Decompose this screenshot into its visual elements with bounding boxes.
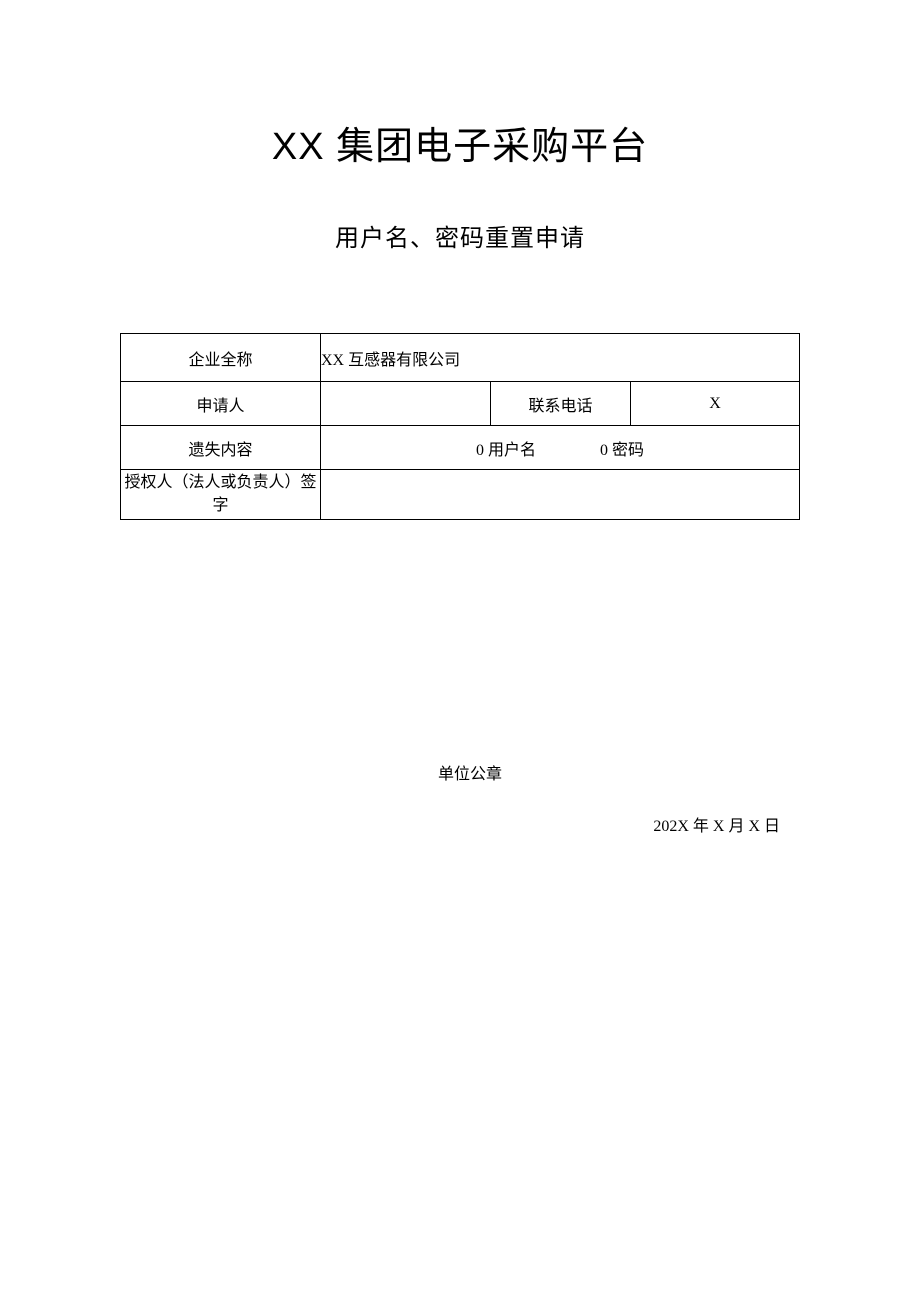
phone-value: X: [631, 382, 800, 426]
company-name-label: 企业全称: [121, 334, 321, 382]
table-row-signature: 授权人（法人或负责人）签字: [121, 470, 800, 520]
table-row-company: 企业全称 XX 互感器有限公司: [121, 334, 800, 382]
company-name-value: XX 互感器有限公司: [321, 334, 800, 382]
stamp-label: 单位公章: [140, 760, 800, 784]
applicant-label: 申请人: [121, 382, 321, 426]
application-form-table: 企业全称 XX 互感器有限公司 申请人 联系电话 X 遗失内容 0 用户名 0 …: [120, 333, 800, 520]
main-title: XX 集团电子采购平台: [120, 115, 800, 170]
lost-content-label: 遗失内容: [121, 426, 321, 470]
table-row-applicant: 申请人 联系电话 X: [121, 382, 800, 426]
applicant-value: [321, 382, 491, 426]
table-row-lost-content: 遗失内容 0 用户名 0 密码: [121, 426, 800, 470]
signature-label: 授权人（法人或负责人）签字: [121, 470, 321, 520]
lost-option-password: 0 密码: [600, 436, 644, 460]
phone-label: 联系电话: [491, 382, 631, 426]
lost-content-options: 0 用户名 0 密码: [321, 426, 800, 470]
page-container: XX 集团电子采购平台 用户名、密码重置申请 企业全称 XX 互感器有限公司 申…: [0, 0, 920, 836]
stamp-section: 单位公章 202X 年 X 月 X 日: [120, 760, 800, 836]
sub-title: 用户名、密码重置申请: [120, 218, 800, 253]
signature-value: [321, 470, 800, 520]
date-label: 202X 年 X 月 X 日: [120, 812, 800, 836]
lost-option-username: 0 用户名: [476, 436, 536, 460]
